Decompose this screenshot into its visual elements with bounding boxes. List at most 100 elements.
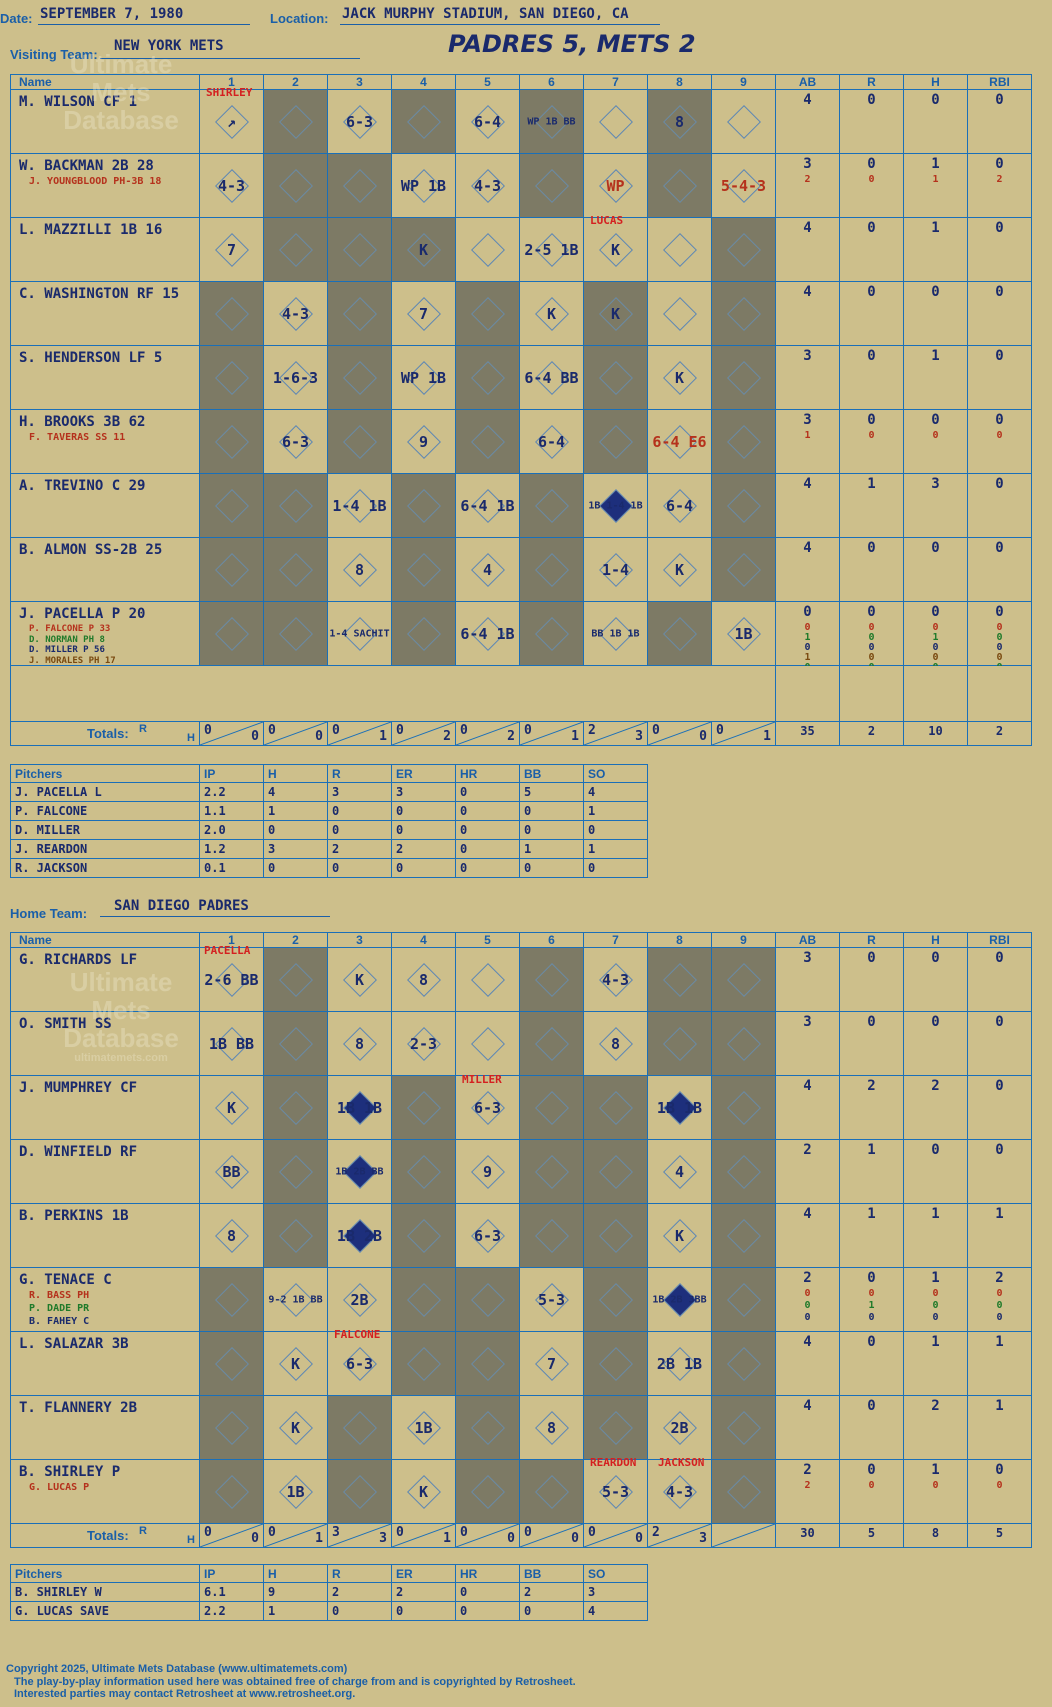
pitchers-header-cell: ER <box>392 1564 456 1583</box>
stat-value: 0 <box>867 540 876 556</box>
base-diamond <box>278 488 313 523</box>
stat-spacer <box>968 666 1032 722</box>
inning-hits: 0 <box>315 729 323 744</box>
base-diamond <box>598 1410 633 1445</box>
inning-total <box>712 1524 776 1548</box>
play-result: 9 <box>418 432 429 451</box>
player-name: G. TENACE C <box>19 1272 112 1288</box>
play-result: 6-3 <box>345 112 374 131</box>
at-bat-cell: 2B 1B <box>648 1332 712 1396</box>
date-label: Date: <box>0 11 33 26</box>
base-diamond <box>470 232 505 267</box>
stat-h: 00100001 <box>904 602 968 693</box>
play-result: K <box>674 560 685 579</box>
at-bat-cell <box>328 410 392 474</box>
base-diamond <box>726 104 761 139</box>
play-result: 1B 1-4 1B <box>588 500 643 511</box>
at-bat-cell <box>712 282 776 346</box>
at-bat-cell: 7 <box>200 218 264 282</box>
base-diamond <box>406 104 441 139</box>
column-header-stat: AB <box>776 74 840 90</box>
at-bat-cell <box>712 474 776 538</box>
at-bat-cell: 1B 1B <box>648 1076 712 1140</box>
stat-ab: 4 <box>776 218 840 282</box>
substitute-name: P. DADE PR <box>29 1303 90 1314</box>
player-name: W. BACKMAN 2B 28 <box>19 158 154 174</box>
at-bat-cell <box>456 1268 520 1332</box>
play-result: ↗ <box>226 112 237 131</box>
pitchers-header-cell: SO <box>584 1564 648 1583</box>
at-bat-cell <box>712 538 776 602</box>
at-bat-cell: K <box>648 346 712 410</box>
base-diamond <box>278 962 313 997</box>
at-bat-cell <box>200 1268 264 1332</box>
base-diamond <box>662 962 697 997</box>
stat-sub-value: 1 <box>804 632 811 643</box>
stat-value: 0 <box>995 1142 1004 1158</box>
player-name: D. WINFIELD RF <box>19 1144 138 1160</box>
play-result: 1-4 <box>601 560 630 579</box>
player-row: W. BACKMAN 2B 28 J. YOUNGBLOOD PH-3B 18 <box>10 154 200 218</box>
play-result: BB <box>222 1162 241 1181</box>
player-row: B. SHIRLEY P G. LUCAS P <box>10 1460 200 1524</box>
stat-sub-value: 0 <box>996 430 1003 441</box>
base-diamond <box>342 232 377 267</box>
play-result: 4-3 <box>601 970 630 989</box>
pitcher-stat-cell: 1 <box>584 802 648 821</box>
stat-value: 2 <box>867 1078 876 1094</box>
stat-value: 0 <box>931 412 940 428</box>
base-diamond <box>598 1218 633 1253</box>
stat-value: 0 <box>867 950 876 966</box>
base-diamond <box>278 552 313 587</box>
base-diamond <box>278 616 313 651</box>
at-bat-cell: K <box>392 218 456 282</box>
pitcher-change-note: PACELLA <box>204 944 251 957</box>
stat-h: 1 <box>904 1204 968 1268</box>
at-bat-cell <box>584 1140 648 1204</box>
retrosheet-contact: Interested parties may contact Retroshee… <box>14 1688 356 1700</box>
pitcher-stat-cell: R. JACKSON <box>10 859 200 878</box>
stat-r: 0 <box>840 90 904 154</box>
stat-rbi: 0 <box>968 538 1032 602</box>
at-bat-cell: 4 <box>648 1140 712 1204</box>
inning-hits: 0 <box>699 729 707 744</box>
at-bat-cell: K <box>264 1332 328 1396</box>
at-bat-cell: 4-3 <box>200 154 264 218</box>
stat-value: 1 <box>995 1206 1004 1222</box>
at-bat-cell: 8 <box>648 90 712 154</box>
stat-ab: 3 <box>776 948 840 1012</box>
player-row: C. WASHINGTON RF 15 <box>10 282 200 346</box>
at-bat-cell: 6-4 1B <box>456 474 520 538</box>
retrosheet-note: The play-by-play information used here w… <box>14 1676 576 1688</box>
at-bat-cell <box>520 1140 584 1204</box>
base-diamond <box>534 1474 569 1509</box>
at-bat-cell: 4-3 <box>648 1460 712 1524</box>
stat-sub-value: 0 <box>868 430 875 441</box>
player-row: G. RICHARDS LF <box>10 948 200 1012</box>
base-diamond <box>662 616 697 651</box>
pitcher-change-note: JACKSON <box>658 1456 705 1469</box>
pitcher-stat-cell: 2 <box>328 840 392 859</box>
stat-value: 2 <box>931 1398 940 1414</box>
stat-sub-value: 1 <box>804 430 811 441</box>
at-bat-cell: K <box>520 282 584 346</box>
stat-h: 0 <box>904 90 968 154</box>
pitcher-stat-cell: 0 <box>584 821 648 840</box>
play-result: 1-6-3 <box>272 368 319 387</box>
stat-sub-value: 0 <box>868 622 875 633</box>
base-diamond <box>726 360 761 395</box>
stat-value: 4 <box>803 1206 812 1222</box>
column-header-inning: 3 <box>328 74 392 90</box>
stat-value: 3 <box>803 412 812 428</box>
stat-ab: 4 <box>776 282 840 346</box>
stat-h: 2 <box>904 1396 968 1460</box>
at-bat-cell <box>264 474 328 538</box>
play-result: 1B <box>286 1482 305 1501</box>
at-bat-cell <box>712 1460 776 1524</box>
stat-sub-value: 1 <box>804 652 811 663</box>
stat-rbi: 00000000 <box>968 602 1032 693</box>
pitcher-stat-cell: 0 <box>456 1583 520 1602</box>
